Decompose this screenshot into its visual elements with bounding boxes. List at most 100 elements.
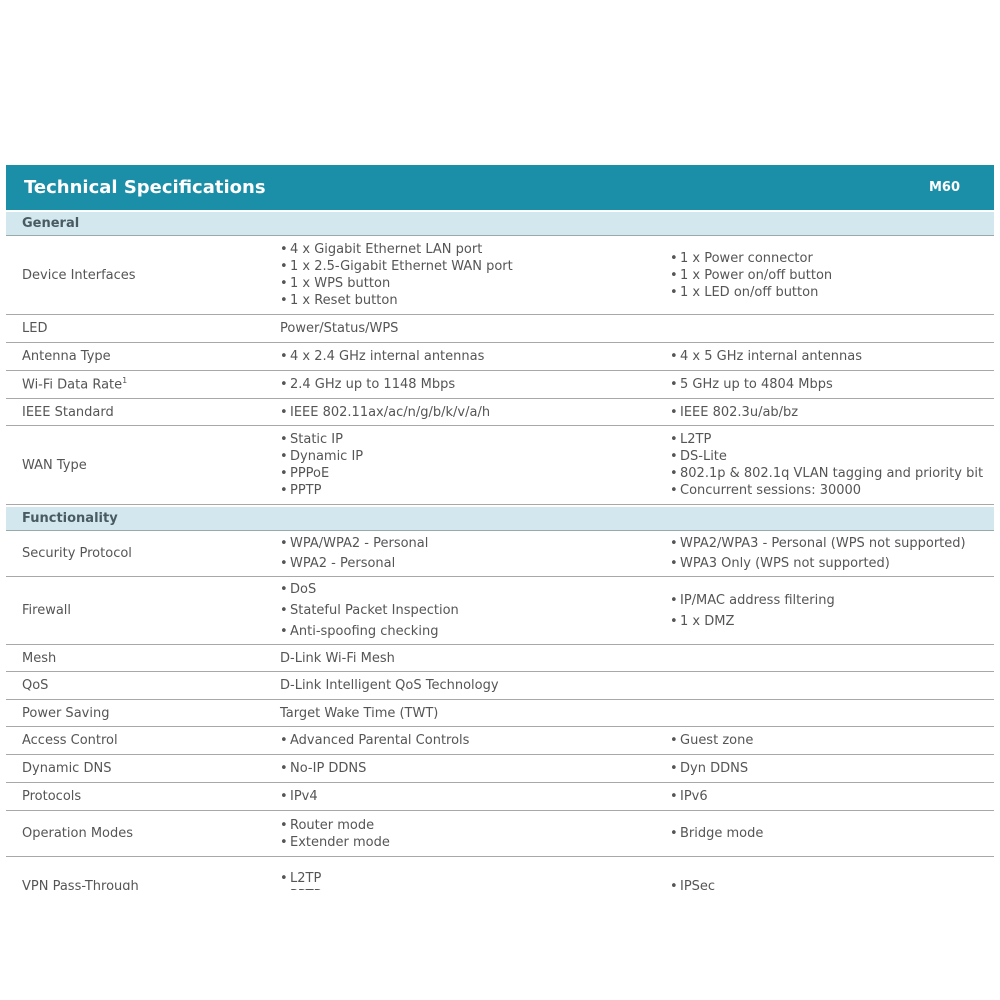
cell: Bridge mode	[670, 811, 994, 856]
row-label: Access Control	[6, 727, 280, 754]
bullet-list: No-IP DDNS	[280, 760, 670, 777]
bullet-item: IEEE 802.3u/ab/bz	[670, 404, 994, 421]
cell-text: Power/Status/WPS	[280, 321, 399, 336]
cell: WPA2/WPA3 - Personal (WPS not supported)…	[670, 531, 994, 576]
bullet-item: PPTP	[280, 887, 670, 891]
bullet-item: Bridge mode	[670, 825, 994, 842]
bullet-item: Dyn DDNS	[670, 760, 994, 777]
bullet-item: WPA2 - Personal	[280, 554, 670, 574]
footnote-mark: 1	[122, 376, 128, 386]
cell: 4 x 2.4 GHz internal antennas	[280, 343, 670, 370]
bullet-item: Guest zone	[670, 732, 994, 749]
header-bar: Technical Specifications M60	[6, 165, 994, 210]
label-text: Operation Modes	[22, 826, 134, 841]
spec-row: Dynamic DNS No-IP DDNSDyn DDNS	[6, 755, 994, 783]
cell: IP/MAC address filtering1 x DMZ	[670, 577, 994, 644]
bullet-list: Dyn DDNS	[670, 760, 994, 777]
section-header: Functionality	[6, 505, 994, 531]
bullet-item: Extender mode	[280, 834, 670, 851]
row-label: QoS	[6, 672, 280, 699]
bullet-list: IPv4	[280, 788, 670, 805]
label-text: WAN Type	[22, 457, 87, 473]
label-text: Access Control	[22, 733, 118, 748]
bullet-item: 4 x 5 GHz internal antennas	[670, 348, 994, 365]
bullet-item: PPPoE	[280, 465, 670, 482]
cell: IPSec	[670, 857, 994, 890]
bullet-list: L2TPPPTP	[280, 870, 670, 891]
cell: L2TPPPTP	[280, 857, 670, 891]
cell: DoSStateful Packet InspectionAnti-spoofi…	[280, 577, 670, 644]
bullet-list: Router modeExtender mode	[280, 817, 670, 851]
spec-row: LED Power/Status/WPS	[6, 315, 994, 343]
row-label: Antenna Type	[6, 343, 280, 370]
cell: D-Link Intelligent QoS Technology	[280, 672, 670, 699]
bullet-list: Bridge mode	[670, 825, 994, 842]
bullet-item: Anti-spoofing checking	[280, 621, 670, 642]
row-label: Wi-Fi Data Rate1	[6, 371, 280, 398]
cell: IEEE 802.11ax/ac/n/g/b/k/v/a/h	[280, 399, 670, 425]
cell: L2TPDS-Lite802.1p & 802.1q VLAN tagging …	[670, 426, 994, 504]
bullet-item: No-IP DDNS	[280, 760, 670, 777]
cell: 5 GHz up to 4804 Mbps	[670, 371, 994, 398]
bullet-item: 4 x Gigabit Ethernet LAN port	[280, 241, 670, 258]
row-label: Power Saving	[6, 700, 280, 726]
bullet-list: 4 x Gigabit Ethernet LAN port1 x 2.5-Gig…	[280, 241, 670, 309]
row-label: Security Protocol	[6, 531, 280, 576]
bullet-list: IEEE 802.11ax/ac/n/g/b/k/v/a/h	[280, 404, 670, 421]
cell-text: D-Link Wi-Fi Mesh	[280, 650, 395, 666]
bullet-item: Stateful Packet Inspection	[280, 600, 670, 621]
row-label: Operation Modes	[6, 811, 280, 856]
spec-row: Mesh D-Link Wi-Fi Mesh	[6, 645, 994, 672]
label-text: Mesh	[22, 650, 57, 666]
row-label: WAN Type	[6, 426, 280, 504]
bullet-item: 1 x Reset button	[280, 292, 670, 309]
spec-row: Power Saving Target Wake Time (TWT)	[6, 700, 994, 727]
bullet-item: Router mode	[280, 817, 670, 834]
bullet-list: 4 x 2.4 GHz internal antennas	[280, 348, 670, 365]
spec-row: QoS D-Link Intelligent QoS Technology	[6, 672, 994, 700]
cell-text: Target Wake Time (TWT)	[280, 705, 439, 721]
bullet-item: IPSec	[670, 878, 994, 890]
bullet-item: WPA/WPA2 - Personal	[280, 534, 670, 554]
label-text: Security Protocol	[22, 546, 132, 561]
bullet-item: 1 x WPS button	[280, 275, 670, 292]
label-text: LED	[22, 321, 48, 336]
bullet-item: DoS	[280, 579, 670, 600]
bullet-list: 5 GHz up to 4804 Mbps	[670, 376, 994, 393]
spec-row: Wi-Fi Data Rate1 2.4 GHz up to 1148 Mbps5…	[6, 371, 994, 399]
row-label: Mesh	[6, 645, 280, 671]
bullet-item: L2TP	[280, 870, 670, 887]
bullet-item: 2.4 GHz up to 1148 Mbps	[280, 376, 670, 393]
bullet-item: PPTP	[280, 482, 670, 499]
spec-row: VPN Pass-Through L2TPPPTPIPSec	[6, 857, 994, 891]
bullet-list: 1 x Power connector1 x Power on/off butt…	[670, 250, 994, 301]
spec-row: Protocols IPv4IPv6	[6, 783, 994, 811]
label-text: QoS	[22, 678, 49, 693]
spec-row: Security Protocol WPA/WPA2 - PersonalWPA2…	[6, 531, 994, 577]
spec-row: Access Control Advanced Parental Controls…	[6, 727, 994, 755]
bullet-list: 4 x 5 GHz internal antennas	[670, 348, 994, 365]
bullet-item: 802.1p & 802.1q VLAN tagging and priorit…	[670, 465, 994, 482]
title: Technical Specifications	[24, 177, 266, 198]
bullet-item: Static IP	[280, 431, 670, 448]
model: M60	[928, 180, 960, 195]
bullet-item: Dynamic IP	[280, 448, 670, 465]
row-label: Protocols	[6, 783, 280, 810]
bullet-item: 1 x Power on/off button	[670, 267, 994, 284]
bullet-item: 1 x Power connector	[670, 250, 994, 267]
bullet-item: IPv6	[670, 788, 994, 805]
bullet-list: Guest zone	[670, 732, 994, 749]
bullet-item: IPv4	[280, 788, 670, 805]
bullet-item: L2TP	[670, 431, 994, 448]
bullet-item: Advanced Parental Controls	[280, 732, 670, 749]
cell	[670, 645, 994, 671]
row-label: Device Interfaces	[6, 236, 280, 314]
section-header: General	[6, 210, 994, 236]
bullet-item: IEEE 802.11ax/ac/n/g/b/k/v/a/h	[280, 404, 670, 421]
cell	[670, 315, 994, 342]
bullet-list: IPv6	[670, 788, 994, 805]
spec-row: Device Interfaces 4 x Gigabit Ethernet LA…	[6, 236, 994, 315]
cell	[670, 700, 994, 726]
cell-text: D-Link Intelligent QoS Technology	[280, 678, 499, 693]
bullet-list: WPA2/WPA3 - Personal (WPS not supported)…	[670, 534, 994, 574]
